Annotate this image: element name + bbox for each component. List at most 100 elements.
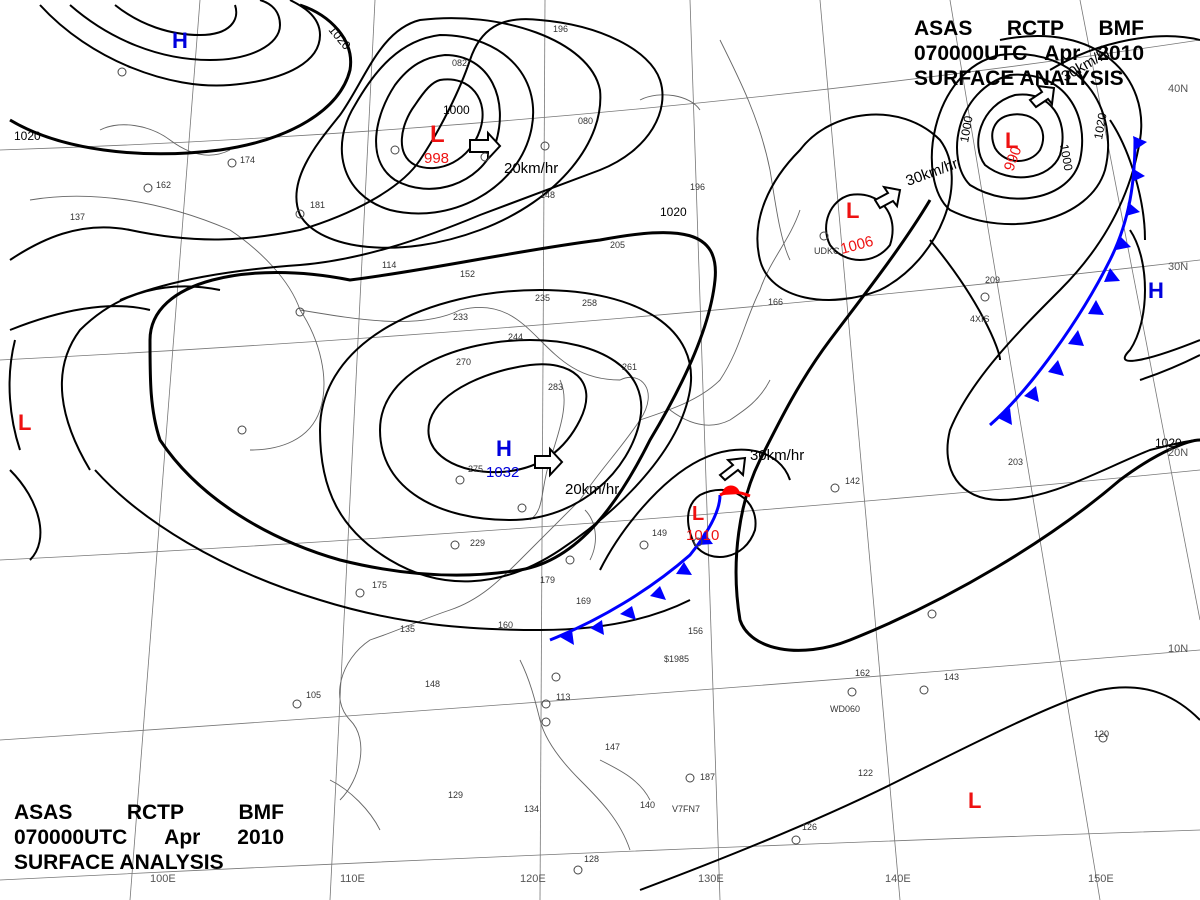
- station-value: 156: [688, 626, 703, 636]
- longitude-label: 130E: [698, 873, 724, 885]
- header-station: RCTP: [1006, 17, 1065, 40]
- station-code: $1985: [664, 654, 689, 664]
- header-office: BMF: [238, 801, 285, 824]
- low-marker: L: [692, 503, 704, 525]
- graticule-labels: 100E 110E 120E 130E 140E 150E 40N 30N 20…: [150, 83, 1188, 885]
- isobar-label: 1000: [1057, 143, 1075, 172]
- station-value: 142: [845, 476, 860, 486]
- station-value: 135: [400, 624, 415, 634]
- station-values: 196 082 080 174 162 137 181 114 152 148 …: [70, 24, 1109, 864]
- isobar-label: 1020: [660, 205, 687, 219]
- header-agency: ASAS: [914, 17, 973, 40]
- station-code: WD060: [830, 704, 860, 714]
- latitude-label: 30N: [1168, 261, 1188, 273]
- station-value: 114: [382, 260, 396, 270]
- low-pressure-value: 1010: [686, 527, 719, 544]
- header-valid-time: 070000UTC: [914, 42, 1028, 65]
- isobar-label: 1000: [443, 103, 470, 117]
- station-value: 129: [448, 790, 463, 800]
- header-month: Apr: [164, 826, 201, 849]
- coastlines: [29, 39, 801, 851]
- isobar-label: 1020: [14, 129, 41, 143]
- station-value: 105: [306, 690, 321, 700]
- station-value: 162: [156, 180, 171, 190]
- station-value: 166: [768, 297, 783, 307]
- station-value: 134: [524, 804, 539, 814]
- header-agency: ASAS: [14, 801, 73, 824]
- header-top-right: ASAS RCTP BMF 070000UTC Apr 2010 SURFACE…: [914, 16, 1144, 91]
- motion-arrows: [469, 84, 1056, 482]
- station-value: 160: [498, 620, 513, 630]
- station-value: 181: [310, 200, 325, 210]
- header-year: 2010: [1097, 42, 1144, 65]
- longitude-label: 110E: [340, 873, 365, 885]
- low-pressure-value: 998: [424, 150, 449, 167]
- header-line-2: 070000UTC Apr 2010: [914, 41, 1144, 66]
- station-value: 233: [453, 312, 468, 322]
- station-value: 147: [605, 742, 620, 752]
- station-value: 229: [470, 538, 485, 548]
- station-value: 209: [985, 275, 1000, 285]
- low-marker: L: [968, 788, 981, 813]
- high-marker: H: [496, 436, 512, 461]
- station-value: 275: [468, 464, 483, 474]
- station-value: 261: [622, 362, 637, 372]
- station-plots: [117, 67, 1108, 875]
- header-line-1: ASAS RCTP BMF: [14, 800, 284, 825]
- high-pressure-value: 1032: [486, 464, 519, 481]
- station-value: 244: [508, 332, 523, 342]
- station-value: 120: [1094, 729, 1109, 739]
- pressure-centers: H L 998 L 1006 L 990 H 1032 L 1010 L L H: [18, 28, 1164, 813]
- longitude-label: 120E: [520, 873, 546, 885]
- header-office: BMF: [1098, 17, 1145, 40]
- header-bottom-left: ASAS RCTP BMF 070000UTC Apr 2010 SURFACE…: [14, 800, 284, 875]
- high-marker: H: [1148, 278, 1164, 303]
- station-code: V7FN7: [672, 804, 700, 814]
- station-codes: UDKC 4XIS WD060 V7FN7 $1985: [664, 246, 990, 814]
- warm-front: [719, 485, 751, 498]
- station-value: 122: [858, 768, 873, 778]
- low-marker: L: [1005, 128, 1018, 153]
- cold-front-barbs: [560, 136, 1147, 645]
- station-value: 113: [556, 692, 570, 702]
- isobars: [8, 0, 1200, 891]
- station-value: 196: [553, 24, 568, 34]
- station-value: 080: [578, 116, 593, 126]
- station-value: 152: [460, 269, 475, 279]
- low-marker: L: [846, 198, 859, 223]
- header-product: SURFACE ANALYSIS: [14, 851, 224, 874]
- station-value: 126: [802, 822, 817, 832]
- low-marker: L: [18, 410, 31, 435]
- station-value: 205: [610, 240, 625, 250]
- station-value: 270: [456, 357, 471, 367]
- station-value: 169: [576, 596, 591, 606]
- station-value: 174: [240, 155, 255, 165]
- isobar-label: 1020: [1155, 436, 1182, 450]
- station-value: 235: [535, 293, 550, 303]
- station-code: 4XIS: [970, 314, 990, 324]
- station-value: 148: [540, 190, 555, 200]
- header-line-1: ASAS RCTP BMF: [914, 16, 1144, 41]
- station-value: 162: [855, 668, 870, 678]
- station-value: 137: [70, 212, 85, 222]
- station-value: 148: [425, 679, 440, 689]
- high-marker: H: [172, 28, 188, 53]
- station-value: 179: [540, 575, 555, 585]
- isobar-label: 1020: [1091, 111, 1109, 140]
- station-value: 203: [1008, 457, 1023, 467]
- latitude-label: 40N: [1168, 83, 1188, 95]
- longitude-label: 150E: [1088, 873, 1114, 885]
- header-month: Apr: [1044, 42, 1081, 65]
- longitude-label: 100E: [150, 873, 176, 885]
- header-line-2: 070000UTC Apr 2010: [14, 825, 284, 850]
- header-product: SURFACE ANALYSIS: [914, 67, 1124, 90]
- header-valid-time: 070000UTC: [14, 826, 128, 849]
- cold-front: [549, 136, 1147, 645]
- latitude-label: 20N: [1168, 447, 1188, 459]
- station-value: 082: [452, 58, 467, 68]
- longitude-label: 140E: [885, 873, 911, 885]
- station-value: 283: [548, 382, 563, 392]
- station-value: 258: [582, 298, 597, 308]
